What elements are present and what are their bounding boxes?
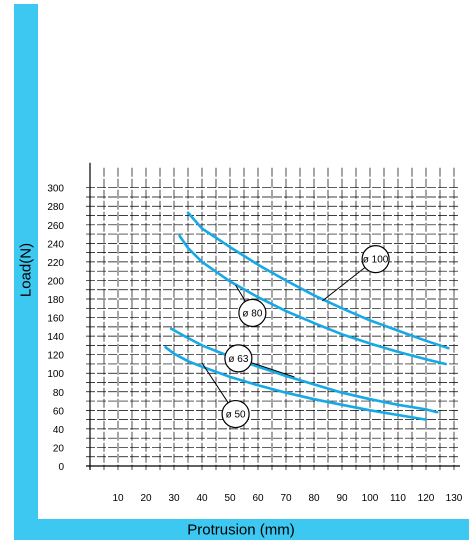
- y-tick-label: 0: [58, 462, 64, 473]
- x-tick-label: 110: [390, 493, 406, 504]
- series-label-circle: [224, 344, 253, 373]
- x-tick-label: 130: [446, 493, 463, 504]
- grid: [86, 167, 460, 470]
- series-line: [169, 327, 439, 414]
- x-tick-label: 20: [140, 493, 152, 504]
- series-label-circle: [221, 399, 250, 429]
- y-tick-label: 60: [53, 406, 65, 417]
- y-tick-label: 20: [53, 443, 65, 454]
- x-tick-label: 100: [362, 493, 379, 504]
- x-tick-label: 60: [252, 493, 264, 504]
- y-tick-label: 140: [47, 332, 64, 343]
- y-tick-label: 240: [47, 239, 64, 250]
- x-axis-label: Protrusion (mm): [187, 521, 295, 539]
- y-tick-label: 40: [53, 425, 65, 436]
- x-tick-label: 70: [280, 493, 292, 504]
- series-label-circle: [238, 298, 267, 328]
- x-tick-label: 90: [336, 493, 348, 504]
- load-protrusion-chart: 0 20 40 60 80 100 120 140 160 180 200 220 240 260 280 3…: [47, 162, 463, 504]
- frame-left-bar: [14, 4, 38, 540]
- frame-bottom-bar: [14, 519, 469, 540]
- y-tick-label: 80: [53, 388, 65, 399]
- y-tick-label: 180: [47, 295, 64, 306]
- series-line: [186, 211, 450, 350]
- series-label: ø 63: [228, 354, 248, 365]
- tick-labels: 0 20 40 60 80 100 120 140 160 180 200 220 240 260 280 3…: [47, 184, 462, 504]
- x-tick-label: 120: [418, 493, 435, 504]
- y-tick-label: 100: [47, 369, 64, 380]
- x-tick-label: 10: [112, 493, 124, 504]
- series-label: ø 50: [226, 410, 246, 421]
- x-tick-label: 80: [308, 493, 320, 504]
- y-tick-label: 220: [47, 258, 64, 269]
- series-label: ø 80: [242, 308, 262, 319]
- series-lines: [164, 211, 450, 421]
- series-line: [178, 234, 447, 366]
- x-tick-label: 50: [224, 493, 236, 504]
- series-labels: ø 100 ø 80 ø 63 ø 50: [201, 245, 390, 429]
- series-label-circle: [361, 245, 390, 274]
- x-tick-label: 30: [168, 493, 180, 504]
- y-tick-label: 120: [47, 351, 64, 362]
- y-tick-label: 160: [47, 314, 64, 325]
- y-tick-label: 300: [47, 184, 64, 195]
- y-tick-label: 280: [47, 202, 64, 213]
- series-line: [164, 345, 428, 421]
- y-tick-label: 260: [47, 221, 64, 232]
- y-tick-label: 200: [47, 276, 64, 287]
- x-tick-label: 40: [196, 493, 208, 504]
- axes: [86, 162, 460, 470]
- series-label: ø 100: [363, 255, 389, 266]
